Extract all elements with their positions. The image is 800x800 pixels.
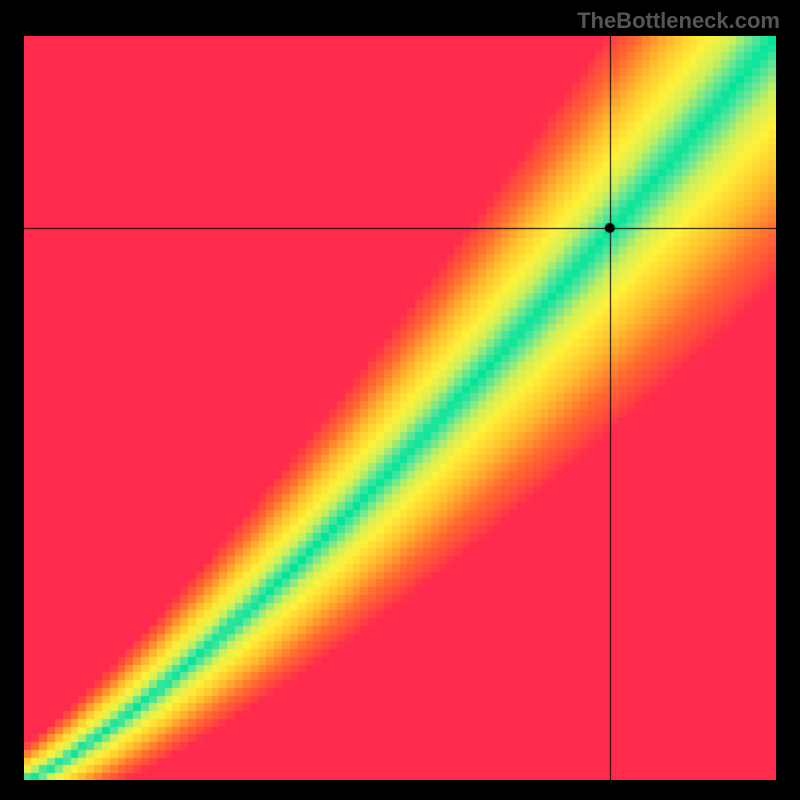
- watermark-text: TheBottleneck.com: [577, 8, 780, 34]
- bottleneck-heatmap: [24, 36, 776, 780]
